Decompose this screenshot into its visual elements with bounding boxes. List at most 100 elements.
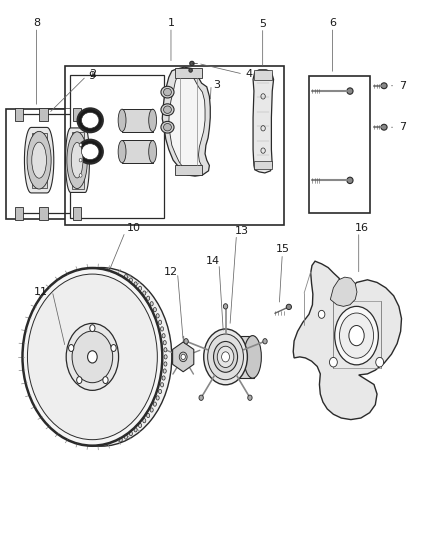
Ellipse shape — [163, 88, 171, 96]
Ellipse shape — [339, 313, 374, 358]
Bar — [65, 66, 284, 225]
Text: 15: 15 — [276, 245, 290, 254]
Ellipse shape — [156, 396, 159, 400]
Ellipse shape — [164, 348, 167, 352]
Bar — [175, 165, 201, 175]
Ellipse shape — [149, 109, 156, 132]
Ellipse shape — [248, 395, 252, 400]
Ellipse shape — [118, 141, 126, 163]
Polygon shape — [173, 342, 194, 372]
Ellipse shape — [189, 68, 192, 72]
Text: 13: 13 — [235, 226, 249, 236]
Text: 16: 16 — [355, 223, 369, 233]
Ellipse shape — [329, 358, 337, 367]
Ellipse shape — [222, 352, 230, 362]
Ellipse shape — [381, 124, 387, 130]
Ellipse shape — [147, 414, 150, 418]
Ellipse shape — [23, 269, 162, 445]
Ellipse shape — [163, 341, 166, 345]
Text: 9: 9 — [88, 71, 95, 81]
Ellipse shape — [30, 268, 172, 446]
Text: 2: 2 — [89, 69, 96, 79]
Ellipse shape — [381, 83, 387, 88]
Ellipse shape — [181, 354, 185, 360]
Ellipse shape — [161, 86, 174, 98]
Ellipse shape — [67, 132, 87, 189]
Ellipse shape — [349, 326, 364, 346]
Ellipse shape — [32, 142, 46, 178]
Ellipse shape — [78, 108, 103, 132]
Polygon shape — [253, 70, 274, 173]
Ellipse shape — [88, 351, 97, 363]
Ellipse shape — [150, 302, 153, 306]
Ellipse shape — [164, 362, 167, 366]
Ellipse shape — [163, 369, 166, 373]
Polygon shape — [25, 127, 54, 193]
Ellipse shape — [204, 329, 247, 385]
Ellipse shape — [376, 358, 384, 367]
Text: 7: 7 — [399, 81, 406, 91]
Ellipse shape — [160, 383, 163, 387]
Ellipse shape — [163, 106, 171, 114]
Polygon shape — [330, 277, 357, 306]
Text: 4: 4 — [245, 69, 252, 79]
Ellipse shape — [214, 342, 237, 372]
Ellipse shape — [223, 304, 228, 309]
Ellipse shape — [159, 320, 162, 325]
Ellipse shape — [153, 402, 156, 406]
Ellipse shape — [71, 142, 83, 178]
Ellipse shape — [124, 274, 127, 279]
Ellipse shape — [143, 418, 146, 423]
Ellipse shape — [28, 274, 157, 440]
Ellipse shape — [129, 278, 132, 282]
Ellipse shape — [138, 423, 141, 427]
Ellipse shape — [208, 334, 244, 379]
Bar — [309, 76, 370, 213]
Ellipse shape — [160, 327, 163, 331]
Ellipse shape — [27, 131, 51, 189]
Polygon shape — [162, 67, 210, 176]
Ellipse shape — [244, 336, 261, 378]
Bar — [254, 70, 272, 80]
Ellipse shape — [124, 435, 127, 439]
Ellipse shape — [149, 141, 156, 163]
Polygon shape — [66, 128, 89, 192]
Ellipse shape — [134, 282, 137, 286]
Bar — [122, 140, 152, 164]
Ellipse shape — [150, 408, 153, 412]
Ellipse shape — [217, 346, 234, 368]
Polygon shape — [293, 261, 402, 419]
Ellipse shape — [147, 296, 150, 301]
Ellipse shape — [159, 390, 162, 393]
Ellipse shape — [164, 355, 167, 359]
Ellipse shape — [318, 310, 325, 318]
Ellipse shape — [79, 143, 82, 147]
Bar — [15, 108, 23, 121]
Ellipse shape — [184, 338, 188, 344]
Ellipse shape — [163, 124, 171, 131]
Text: 12: 12 — [164, 267, 178, 277]
Ellipse shape — [263, 338, 267, 344]
Ellipse shape — [143, 291, 146, 295]
Ellipse shape — [78, 140, 103, 164]
Polygon shape — [169, 74, 205, 169]
Bar — [73, 108, 81, 121]
Ellipse shape — [190, 61, 194, 66]
Ellipse shape — [153, 308, 156, 312]
Ellipse shape — [335, 306, 378, 365]
Ellipse shape — [72, 331, 113, 383]
Bar — [175, 68, 201, 78]
Ellipse shape — [118, 109, 126, 132]
Bar — [122, 109, 152, 132]
Ellipse shape — [90, 325, 95, 332]
Ellipse shape — [161, 104, 174, 116]
Text: 10: 10 — [127, 223, 141, 233]
Ellipse shape — [111, 344, 116, 351]
Bar — [70, 75, 163, 217]
Text: 7: 7 — [399, 122, 406, 132]
Text: 11: 11 — [34, 287, 48, 297]
Bar — [15, 207, 23, 220]
Text: 1: 1 — [167, 18, 174, 28]
Ellipse shape — [81, 112, 99, 128]
Ellipse shape — [77, 377, 82, 384]
